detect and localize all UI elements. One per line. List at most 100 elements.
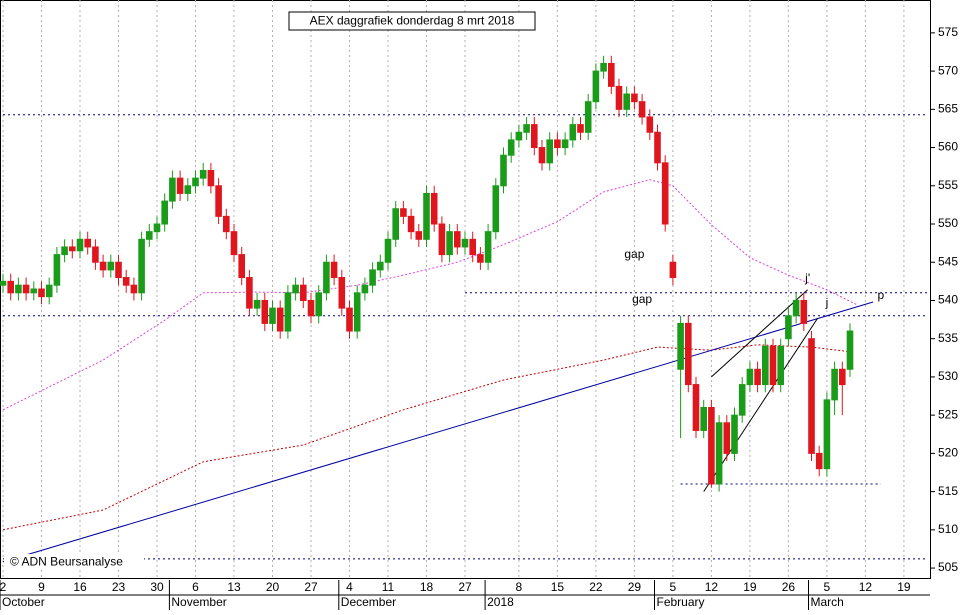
annotation: gap: [632, 292, 652, 306]
candle-body: [76, 238, 84, 252]
overlay-line: [2, 301, 874, 563]
candle-body: [184, 185, 192, 194]
credit-box: [4, 554, 144, 570]
candle-body: [708, 407, 715, 485]
overlay-line: [711, 289, 808, 378]
overlay-line: [703, 317, 819, 492]
candle-body: [500, 154, 507, 187]
y-tick-label: 550: [938, 216, 958, 230]
x-tick-label: 19: [897, 580, 911, 594]
candle-body: [22, 284, 30, 294]
candle-body: [800, 299, 808, 324]
candle-body: [700, 407, 708, 431]
month-label: October: [2, 595, 45, 609]
candle-body: [323, 261, 330, 294]
candle-body: [446, 231, 453, 256]
candle-body: [15, 284, 22, 294]
candle-body: [577, 124, 584, 133]
candle-body: [623, 93, 631, 110]
candle-body: [0, 280, 7, 286]
candle-body: [777, 345, 785, 386]
candle-body: [531, 124, 538, 149]
x-tick-label: 16: [73, 580, 87, 594]
y-tick-label: 510: [938, 522, 958, 536]
candle-body: [330, 261, 338, 279]
candle-body: [608, 62, 615, 87]
x-tick-label: 18: [420, 580, 434, 594]
candle-body: [30, 288, 38, 294]
x-tick-label: 12: [705, 580, 719, 594]
candle-body: [423, 192, 430, 240]
candle-body: [377, 261, 384, 271]
candle-body: [769, 345, 777, 386]
candle-body: [392, 208, 399, 240]
candle-body: [477, 254, 484, 263]
candle-body: [269, 307, 276, 324]
y-tick-label: 515: [938, 484, 958, 498]
candle-body: [661, 162, 669, 225]
x-tick-label: 30: [150, 580, 164, 594]
candle-body: [223, 215, 230, 233]
candle-body: [338, 277, 346, 309]
candle-body: [238, 254, 245, 279]
candle-body: [469, 238, 476, 256]
candle-body: [507, 139, 515, 156]
candle-body: [215, 185, 222, 217]
y-tick-label: 565: [938, 102, 958, 116]
candle-body: [276, 307, 284, 332]
x-tick-label: 11: [382, 580, 395, 594]
candle-body: [692, 384, 700, 431]
candle-body: [823, 399, 831, 470]
y-tick-label: 545: [938, 254, 958, 268]
candle-body: [38, 288, 45, 298]
x-tick-label: 26: [782, 580, 796, 594]
candle-body: [839, 368, 846, 386]
candle-body: [484, 231, 492, 263]
annotation: j': [804, 271, 810, 285]
candle-body: [246, 277, 253, 309]
candle-body: [584, 101, 592, 133]
month-label: March: [811, 595, 844, 609]
candle-body: [307, 299, 315, 317]
candle-body: [792, 299, 800, 317]
candle-body: [7, 280, 14, 294]
x-tick-label: 23: [112, 580, 126, 594]
annotation: p: [877, 288, 884, 302]
candle-body: [646, 116, 654, 133]
candle-body: [261, 299, 269, 324]
candle-body: [69, 246, 76, 252]
y-tick-label: 555: [938, 178, 958, 192]
x-tick-label: 22: [589, 580, 603, 594]
x-tick-label: 8: [516, 580, 523, 594]
month-label: November: [171, 595, 226, 609]
candle-body: [538, 147, 546, 164]
candle-body: [161, 200, 168, 225]
candle-body: [292, 284, 299, 294]
candle-body: [146, 231, 153, 240]
candle-body: [762, 345, 769, 386]
candle-body: [523, 124, 530, 133]
candle-body: [45, 284, 53, 298]
candle-body: [438, 223, 446, 256]
chart-title: AEX daggrafiek donderdag 8 mrt 2018: [310, 14, 515, 28]
candle-body: [176, 177, 184, 194]
candle-body: [561, 139, 569, 149]
x-tick-label: 20: [266, 580, 280, 594]
candle-body: [738, 384, 746, 416]
candle-body: [461, 238, 469, 248]
candle-body: [107, 261, 115, 271]
candle-body: [207, 169, 215, 187]
candle-body: [407, 215, 415, 233]
candle-body: [715, 422, 723, 485]
x-tick-label: 27: [304, 580, 318, 594]
candle-body: [685, 322, 692, 386]
x-tick-label: 2: [0, 580, 7, 594]
annotation: gap: [624, 247, 644, 261]
candle-body: [785, 315, 792, 340]
candle-body: [199, 169, 207, 179]
candle-body: [615, 85, 623, 110]
candle-body: [346, 307, 353, 332]
candle-body: [315, 292, 322, 317]
candle-body: [115, 261, 122, 279]
y-tick-label: 570: [938, 63, 958, 77]
